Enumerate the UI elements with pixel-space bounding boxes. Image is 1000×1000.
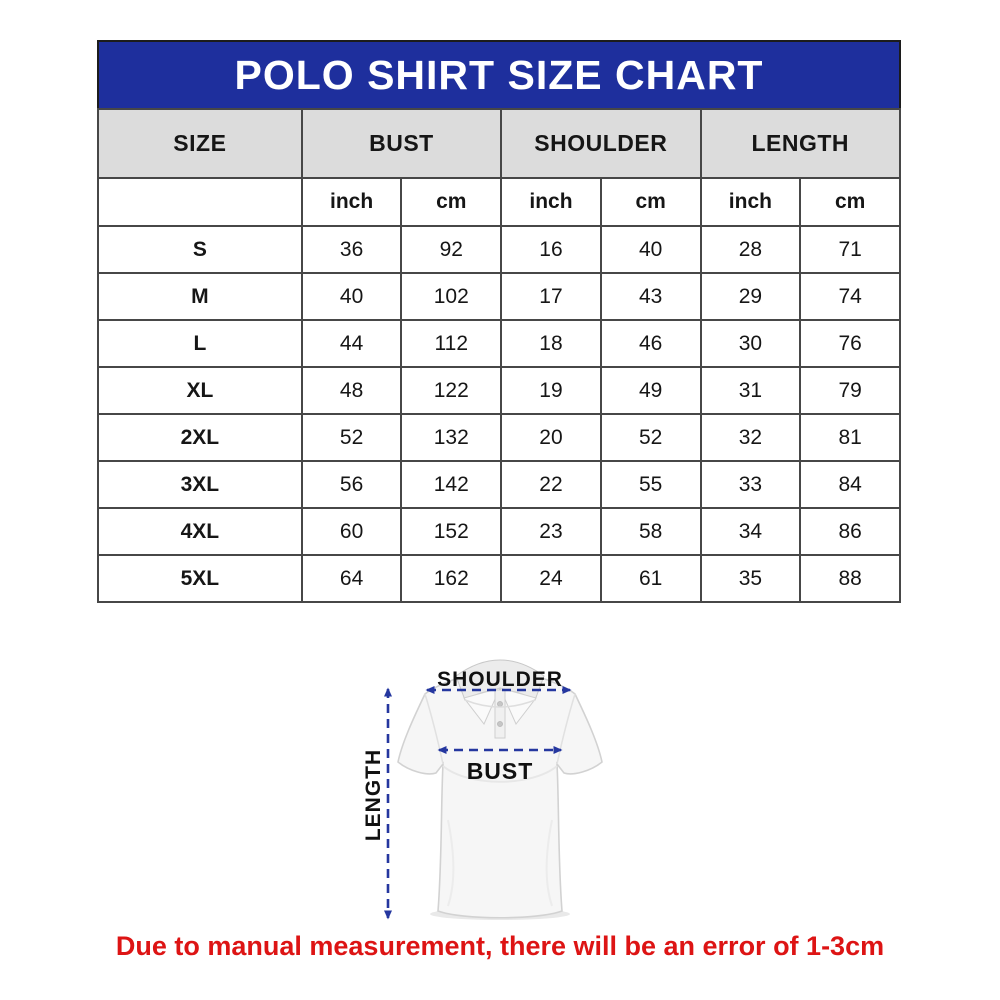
unit-label-bust-cm: cm bbox=[400, 177, 503, 227]
value-cell: 48 bbox=[300, 366, 403, 415]
unit-label-shoulder-inch: inch bbox=[500, 177, 602, 227]
bust-measure-label: BUST bbox=[466, 758, 534, 784]
unit-header-row: inch cm inch cm inch cm bbox=[97, 177, 901, 227]
value-cell: 32 bbox=[699, 413, 802, 462]
value-cell: 56 bbox=[300, 460, 403, 509]
unit-label-length-inch: inch bbox=[699, 177, 802, 227]
value-cell: 142 bbox=[400, 460, 503, 509]
value-cell: 52 bbox=[599, 413, 702, 462]
value-cell: 18 bbox=[500, 319, 602, 368]
size-table: SIZE BUST SHOULDER LENGTH inch cm inch c… bbox=[97, 108, 902, 603]
unit-label-shoulder-cm: cm bbox=[599, 177, 702, 227]
value-cell: 33 bbox=[699, 460, 802, 509]
unit-spacer-cell bbox=[97, 177, 303, 227]
chart-title-banner: POLO SHIRT SIZE CHART bbox=[97, 40, 901, 108]
value-cell: 40 bbox=[599, 225, 702, 274]
value-cell: 36 bbox=[300, 225, 403, 274]
value-cell: 86 bbox=[799, 507, 901, 556]
value-cell: 28 bbox=[699, 225, 802, 274]
value-cell: 44 bbox=[300, 319, 403, 368]
col-header-size: SIZE bbox=[97, 108, 303, 179]
size-label: L bbox=[97, 319, 303, 368]
size-label: S bbox=[97, 225, 303, 274]
value-cell: 31 bbox=[699, 366, 802, 415]
table-row-5xl: 5XL 64 162 24 61 35 88 bbox=[97, 554, 901, 603]
value-cell: 52 bbox=[300, 413, 403, 462]
value-cell: 71 bbox=[799, 225, 901, 274]
table-row-2xl: 2XL 52 132 20 52 32 81 bbox=[97, 413, 901, 462]
value-cell: 20 bbox=[500, 413, 602, 462]
value-cell: 49 bbox=[599, 366, 702, 415]
unit-label-length-cm: cm bbox=[799, 177, 901, 227]
value-cell: 43 bbox=[599, 272, 702, 321]
value-cell: 16 bbox=[500, 225, 602, 274]
polo-shirt-illustration bbox=[384, 659, 603, 920]
value-cell: 58 bbox=[599, 507, 702, 556]
value-cell: 23 bbox=[500, 507, 602, 556]
value-cell: 34 bbox=[699, 507, 802, 556]
value-cell: 19 bbox=[500, 366, 602, 415]
value-cell: 61 bbox=[599, 554, 702, 603]
value-cell: 79 bbox=[799, 366, 901, 415]
size-label: M bbox=[97, 272, 303, 321]
shirt-measurement-figure: SHOULDER BUST LENGTH bbox=[330, 640, 670, 940]
col-header-shoulder: SHOULDER bbox=[500, 108, 702, 179]
value-cell: 46 bbox=[599, 319, 702, 368]
table-row-l: L 44 112 18 46 30 76 bbox=[97, 319, 901, 368]
col-header-bust: BUST bbox=[300, 108, 503, 179]
table-row-3xl: 3XL 56 142 22 55 33 84 bbox=[97, 460, 901, 509]
col-header-length: LENGTH bbox=[699, 108, 902, 179]
table-row-xl: XL 48 122 19 49 31 79 bbox=[97, 366, 901, 415]
value-cell: 64 bbox=[300, 554, 403, 603]
value-cell: 29 bbox=[699, 272, 802, 321]
unit-label-bust-inch: inch bbox=[300, 177, 403, 227]
value-cell: 132 bbox=[400, 413, 503, 462]
value-cell: 40 bbox=[300, 272, 403, 321]
length-measure-label: LENGTH bbox=[362, 748, 385, 842]
value-cell: 22 bbox=[500, 460, 602, 509]
size-label: XL bbox=[97, 366, 303, 415]
table-row-m: M 40 102 17 43 29 74 bbox=[97, 272, 901, 321]
value-cell: 92 bbox=[400, 225, 503, 274]
value-cell: 112 bbox=[400, 319, 503, 368]
value-cell: 55 bbox=[599, 460, 702, 509]
measurement-note: Due to manual measurement, there will be… bbox=[115, 931, 885, 961]
value-cell: 74 bbox=[799, 272, 901, 321]
size-chart: POLO SHIRT SIZE CHART SIZE BUST SHOULDER… bbox=[97, 40, 902, 603]
value-cell: 81 bbox=[799, 413, 901, 462]
value-cell: 60 bbox=[300, 507, 403, 556]
value-cell: 84 bbox=[799, 460, 901, 509]
table-row-s: S 36 92 16 40 28 71 bbox=[97, 225, 901, 274]
value-cell: 30 bbox=[699, 319, 802, 368]
value-cell: 76 bbox=[799, 319, 901, 368]
size-label: 4XL bbox=[97, 507, 303, 556]
value-cell: 17 bbox=[500, 272, 602, 321]
size-label: 3XL bbox=[97, 460, 303, 509]
value-cell: 152 bbox=[400, 507, 503, 556]
size-label: 5XL bbox=[97, 554, 303, 603]
value-cell: 35 bbox=[699, 554, 802, 603]
value-cell: 122 bbox=[400, 366, 503, 415]
shoulder-measure-label: SHOULDER bbox=[437, 668, 563, 691]
size-label: 2XL bbox=[97, 413, 303, 462]
value-cell: 24 bbox=[500, 554, 602, 603]
value-cell: 88 bbox=[799, 554, 901, 603]
value-cell: 102 bbox=[400, 272, 503, 321]
table-header-row: SIZE BUST SHOULDER LENGTH bbox=[97, 108, 902, 179]
chart-title: POLO SHIRT SIZE CHART bbox=[234, 51, 764, 98]
value-cell: 162 bbox=[400, 554, 503, 603]
table-row-4xl: 4XL 60 152 23 58 34 86 bbox=[97, 507, 901, 556]
